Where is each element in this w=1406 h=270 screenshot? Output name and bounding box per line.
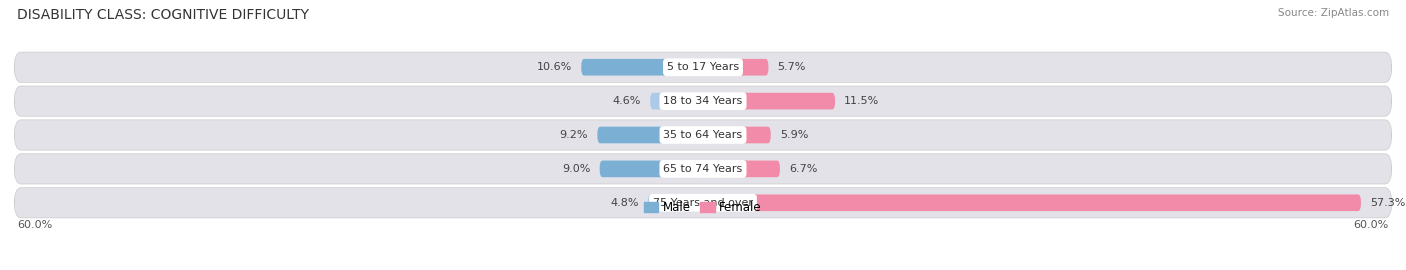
FancyBboxPatch shape <box>703 93 835 109</box>
FancyBboxPatch shape <box>599 161 703 177</box>
FancyBboxPatch shape <box>581 59 703 76</box>
Text: 57.3%: 57.3% <box>1369 198 1406 208</box>
FancyBboxPatch shape <box>14 120 1392 150</box>
Text: 75 Years and over: 75 Years and over <box>652 198 754 208</box>
FancyBboxPatch shape <box>598 127 703 143</box>
Text: 5.9%: 5.9% <box>780 130 808 140</box>
Text: 6.7%: 6.7% <box>789 164 817 174</box>
Text: Source: ZipAtlas.com: Source: ZipAtlas.com <box>1278 8 1389 18</box>
Text: 18 to 34 Years: 18 to 34 Years <box>664 96 742 106</box>
FancyBboxPatch shape <box>703 161 780 177</box>
Text: 9.2%: 9.2% <box>560 130 588 140</box>
FancyBboxPatch shape <box>703 194 1361 211</box>
Text: 5 to 17 Years: 5 to 17 Years <box>666 62 740 72</box>
Text: 4.6%: 4.6% <box>613 96 641 106</box>
FancyBboxPatch shape <box>14 188 1392 218</box>
Text: 9.0%: 9.0% <box>562 164 591 174</box>
FancyBboxPatch shape <box>703 59 769 76</box>
Text: 60.0%: 60.0% <box>17 220 53 230</box>
Text: 35 to 64 Years: 35 to 64 Years <box>664 130 742 140</box>
Text: 4.8%: 4.8% <box>610 198 638 208</box>
Text: DISABILITY CLASS: COGNITIVE DIFFICULTY: DISABILITY CLASS: COGNITIVE DIFFICULTY <box>17 8 309 22</box>
Legend: Male, Female: Male, Female <box>640 197 766 219</box>
Text: 11.5%: 11.5% <box>844 96 880 106</box>
FancyBboxPatch shape <box>650 93 703 109</box>
FancyBboxPatch shape <box>14 154 1392 184</box>
Text: 10.6%: 10.6% <box>537 62 572 72</box>
Text: 5.7%: 5.7% <box>778 62 806 72</box>
Text: 60.0%: 60.0% <box>1353 220 1389 230</box>
Text: 65 to 74 Years: 65 to 74 Years <box>664 164 742 174</box>
FancyBboxPatch shape <box>14 52 1392 82</box>
FancyBboxPatch shape <box>703 127 770 143</box>
FancyBboxPatch shape <box>14 86 1392 116</box>
FancyBboxPatch shape <box>648 194 703 211</box>
